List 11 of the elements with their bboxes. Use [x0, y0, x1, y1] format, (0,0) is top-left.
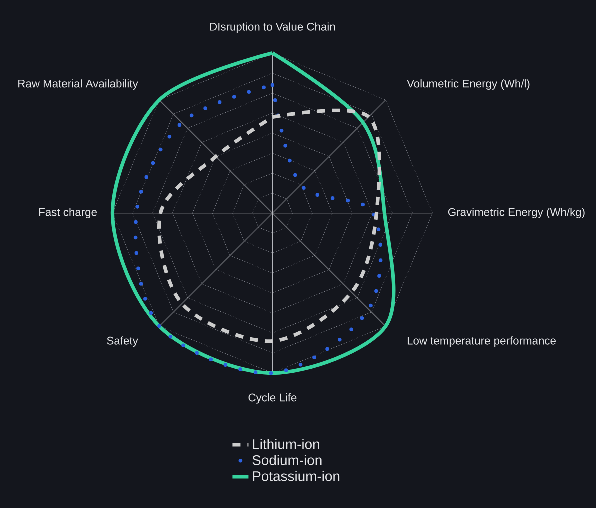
spoke-label: Volumetric Energy (Wh/l) — [407, 80, 530, 90]
legend-label: Potassium-ion — [253, 471, 340, 482]
spoke-label: Safety — [107, 336, 138, 348]
spoke-label: Fast charge — [40, 208, 97, 218]
spoke-label: Cycle Life — [248, 394, 297, 404]
spoke-label: DIsruption to Value Chain — [210, 22, 336, 34]
spoke-label: Raw Material Availability — [18, 80, 138, 90]
legend-label: Sodium-ion — [252, 455, 322, 466]
spoke-label: Low temperature performance — [408, 336, 556, 348]
legend-label: Lithium-ion — [253, 439, 320, 450]
spoke-label: Gravimetric Energy (Wh/kg) — [448, 208, 585, 218]
